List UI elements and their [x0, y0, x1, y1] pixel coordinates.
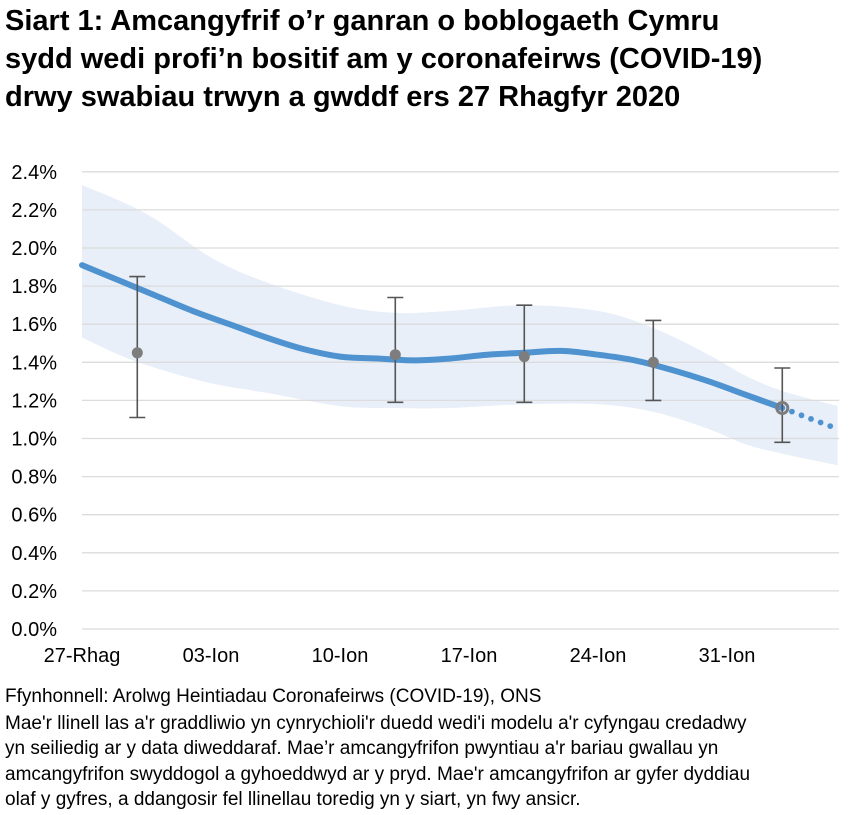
methodology-note: Mae'r llinell las a'r graddliwio yn cynr…	[5, 711, 750, 813]
methodology-note-line-3: amcangyfrifon swyddogol a gyhoeddwyd ar …	[5, 763, 751, 785]
data-point-open	[775, 401, 790, 415]
band-area	[82, 185, 838, 466]
tail-dot	[808, 416, 814, 422]
chart-title-line-3: drwy swabiau trwyn a gwddf ers 27 Rhagfy…	[5, 81, 681, 113]
y-tick-label: 2.2%	[11, 200, 57, 222]
y-tick-label: 1.2%	[11, 390, 57, 412]
y-tick-label: 2.0%	[11, 238, 57, 260]
x-tick-label: 27-Rhag	[44, 645, 121, 667]
trend-path	[79, 262, 786, 411]
data-point	[647, 356, 659, 368]
methodology-note-line-2: yn seiliedig ar y data diweddaraf. Mae’r…	[5, 738, 719, 760]
y-tick-label: 0.0%	[11, 619, 57, 641]
y-tick-label: 1.4%	[11, 352, 57, 374]
chart-title-line-2: sydd wedi profi’n bositif am y coronafei…	[5, 43, 763, 75]
y-tick-label: 0.6%	[11, 505, 57, 527]
x-tick-label: 24-Ion	[570, 645, 627, 667]
y-tick-label: 1.0%	[11, 429, 57, 451]
x-tick-label: 31-Ion	[699, 645, 756, 667]
y-axis-labels: 0.0% 0.2% 0.4% 0.6% 0.8% 1.0% 1.2% 1.4% 1.6% 1.8%…	[11, 162, 57, 641]
y-gridlines	[82, 171, 840, 630]
methodology-note-line-1: Mae'r llinell las a'r graddliwio yn cynr…	[5, 713, 747, 734]
y-tick-label: 1.8%	[11, 276, 57, 298]
chart-canvas: 0.0% 0.2% 0.4% 0.6% 0.8% 1.0% 1.2% 1.4% 1.6% 1.8%…	[11, 162, 840, 667]
data-point	[131, 347, 143, 359]
methodology-note-line-4: olaf y gyfres, a ddangosir fel llinellau…	[5, 789, 581, 811]
source-note: Ffynhonnell: Arolwg Heintiadau Coronafei…	[5, 686, 542, 707]
y-tick-label: 0.2%	[11, 581, 57, 603]
y-tick-label: 2.4%	[11, 162, 57, 184]
dotted-projection	[789, 408, 834, 429]
data-point	[389, 349, 401, 361]
tail-dot	[827, 423, 834, 429]
x-axis-labels: 27-Rhag 03-Ion 10-Ion 17-Ion 24-Ion 31-Ion	[44, 645, 756, 667]
trend-line	[79, 262, 786, 411]
chart-title-line-1: Siart 1: Amcangyfrif o’r ganran o boblog…	[5, 5, 720, 37]
data-point	[518, 351, 530, 363]
tail-dot	[817, 419, 824, 426]
y-tick-label: 0.8%	[11, 467, 57, 489]
tail-dot	[798, 412, 805, 419]
tail-dot	[789, 408, 795, 415]
data-points	[131, 347, 790, 415]
confidence-band	[82, 185, 838, 466]
x-tick-label: 10-Ion	[312, 645, 369, 667]
chart-title: Siart 1: Amcangyfrif o’r ganran o boblog…	[5, 2, 762, 116]
y-tick-label: 1.6%	[11, 314, 57, 336]
y-tick-label: 0.4%	[11, 543, 57, 565]
x-tick-label: 03-Ion	[183, 645, 240, 667]
x-tick-label: 17-Ion	[441, 645, 498, 667]
